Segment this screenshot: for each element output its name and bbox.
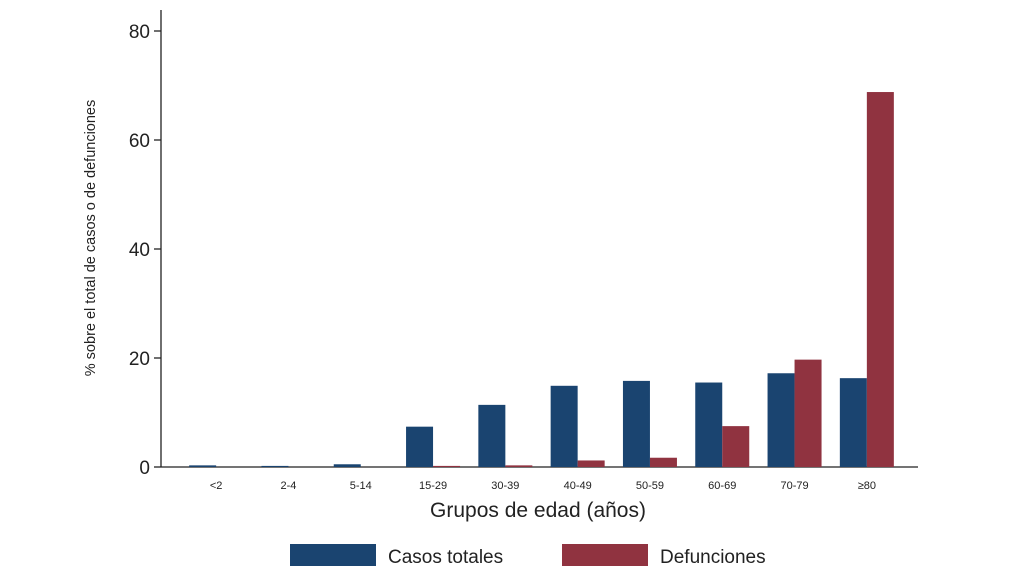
- x-tick-label: ≥80: [858, 480, 876, 492]
- bar-defunciones: [794, 359, 822, 467]
- bar-casos-totales: [478, 404, 506, 467]
- y-tick-label: 60: [129, 131, 150, 152]
- bar-casos-totales: [622, 380, 650, 467]
- bar-casos-totales: [406, 426, 434, 467]
- x-axis-label: Grupos de edad (años): [430, 499, 646, 522]
- y-tick-label: 20: [129, 349, 150, 370]
- bar-defunciones: [649, 457, 677, 467]
- bar-casos-totales: [695, 382, 723, 467]
- axis-labels: Grupos de edad (años) % sobre el total d…: [83, 100, 646, 522]
- x-tick-label: <2: [210, 480, 223, 492]
- bar-casos-totales: [333, 464, 361, 467]
- bar-casos-totales: [261, 465, 289, 467]
- legend: Casos totales Defunciones: [290, 544, 766, 568]
- x-tick-label: 70-79: [780, 480, 808, 492]
- legend-swatch-defunciones: [562, 544, 648, 566]
- bar-defunciones: [577, 460, 605, 467]
- bar-defunciones: [722, 426, 750, 467]
- bar-defunciones: [866, 92, 894, 467]
- bar-casos-totales: [839, 378, 867, 467]
- y-tick-label: 0: [139, 458, 150, 479]
- x-tick-label: 30-39: [491, 480, 519, 492]
- bars: [189, 92, 894, 467]
- x-tick-label: 50-59: [636, 480, 664, 492]
- x-tick-label: 5-14: [350, 480, 372, 492]
- bar-defunciones: [505, 465, 533, 467]
- x-tick-label: 40-49: [564, 480, 592, 492]
- y-tick-label: 40: [129, 240, 150, 261]
- y-axis-label: % sobre el total de casos o de defuncion…: [83, 100, 99, 376]
- bar-casos-totales: [189, 465, 217, 467]
- legend-swatch-casos-totales: [290, 544, 376, 566]
- legend-label-casos-totales: Casos totales: [388, 547, 503, 568]
- x-tick-label: 2-4: [280, 480, 296, 492]
- axes: 0 20 40 60 80 <2 2-4 5-14 15-29 30-39 40-49 50-59 60…: [129, 10, 918, 492]
- legend-label-defunciones: Defunciones: [660, 547, 766, 568]
- y-tick-label: 80: [129, 22, 150, 43]
- bar-casos-totales: [550, 385, 578, 467]
- bar-casos-totales: [767, 373, 795, 467]
- x-tick-label: 60-69: [708, 480, 736, 492]
- x-tick-label: 15-29: [419, 480, 447, 492]
- bar-defunciones: [433, 465, 461, 467]
